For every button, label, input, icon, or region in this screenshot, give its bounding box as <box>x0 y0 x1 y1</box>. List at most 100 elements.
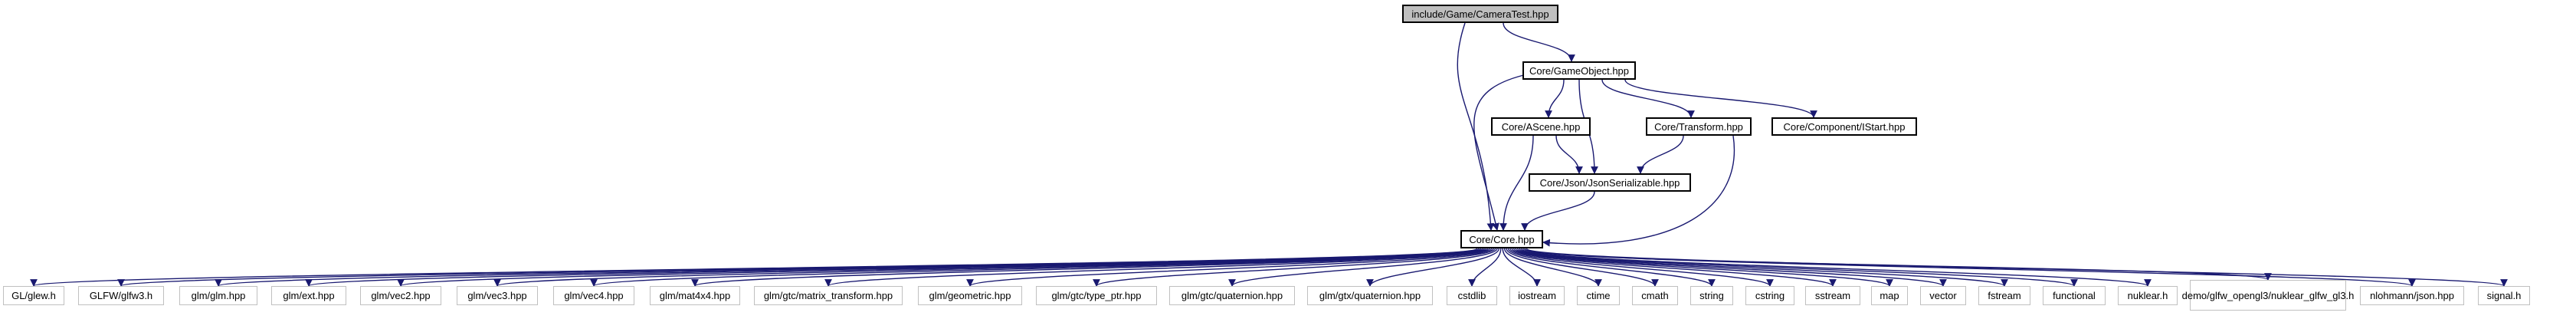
node-vec4-hpp: glm/vec4.hpp <box>553 286 634 305</box>
node-label: GL/glew.h <box>11 290 56 301</box>
edge-transform-to-core <box>1542 135 1735 247</box>
node-signal-h: signal.h <box>2478 286 2530 305</box>
node-label: glm/vec2.hpp <box>371 290 431 301</box>
node-label: nuklear.h <box>2127 290 2168 301</box>
node-label: iostream <box>1518 290 1556 301</box>
node-map: map <box>1871 286 1908 305</box>
node-label: cmath <box>1641 290 1669 301</box>
edge-ascene-to-jsonser <box>1555 135 1583 174</box>
node-core-hpp[interactable]: Core/Core.hpp <box>1460 230 1543 248</box>
edge-gameobject-to-istart <box>1624 79 1817 118</box>
node-label: glm/gtx/quaternion.hpp <box>1319 290 1421 301</box>
node-vec3-hpp: glm/vec3.hpp <box>457 286 538 305</box>
node-label: glm/gtc/type_ptr.hpp <box>1051 290 1142 301</box>
edge-core-to-include-27 <box>1526 248 2508 287</box>
node-label: glm/glm.hpp <box>191 290 246 301</box>
node-label: Core/Transform.hpp <box>1654 120 1743 133</box>
node-transform-hpp[interactable]: Core/Transform.hpp <box>1646 117 1752 136</box>
edge-gameobject-to-core <box>1473 73 1531 231</box>
edge-core-to-include-19 <box>1511 248 1837 287</box>
node-camera-test-hpp[interactable]: include/Game/CameraTest.hpp <box>1402 5 1558 23</box>
node-label: cstring <box>1755 290 1785 301</box>
edge-core-to-include-20 <box>1512 248 1893 287</box>
node-game-object-hpp[interactable]: Core/GameObject.hpp <box>1522 61 1636 80</box>
node-label: glm/vec3.hpp <box>467 290 527 301</box>
node-label: fstream <box>1988 290 2021 301</box>
node-label: Core/GameObject.hpp <box>1529 64 1630 77</box>
node-cstdlib: cstdlib <box>1447 286 1497 305</box>
edge-core-to-include-15 <box>1503 248 1602 287</box>
node-mat4x4-hpp: glm/mat4x4.hpp <box>650 286 740 305</box>
node-glm-hpp: glm/glm.hpp <box>179 286 257 305</box>
edge-gameobject-to-ascene <box>1545 79 1565 118</box>
node-label: cstdlib <box>1457 290 1486 301</box>
edge-core-to-include-10 <box>1093 248 1496 287</box>
node-label: GLFW/glfw3.h <box>89 290 153 301</box>
node-fstream: fstream <box>1978 286 2030 305</box>
node-glfw3-h: GLFW/glfw3.h <box>78 286 164 305</box>
node-label: Core/Json/JsonSerializable.hpp <box>1539 176 1680 189</box>
node-label: glm/ext.hpp <box>283 290 335 301</box>
node-label: glm/gtc/quaternion.hpp <box>1181 290 1283 301</box>
node-label: glm/vec4.hpp <box>564 290 624 301</box>
edge-core-to-include-26 <box>1524 248 2416 287</box>
edge-core-to-include-6 <box>590 248 1489 287</box>
edge-core-to-include-8 <box>824 248 1493 287</box>
node-json-serializable-hpp[interactable]: Core/Json/JsonSerializable.hpp <box>1529 173 1691 192</box>
edge-core-to-include-18 <box>1509 248 1774 287</box>
node-label: sstream <box>1814 290 1851 301</box>
node-geometric-hpp: glm/geometric.hpp <box>918 286 1022 305</box>
node-matrix-transform-hpp: glm/gtc/matrix_transform.hpp <box>754 286 903 305</box>
node-iostream: iostream <box>1509 286 1565 305</box>
node-label: include/Game/CameraTest.hpp <box>1411 8 1549 20</box>
edge-transform-to-jsonser <box>1637 135 1684 174</box>
node-gtc-quaternion-hpp: glm/gtc/quaternion.hpp <box>1169 286 1295 305</box>
node-glew-h: GL/glew.h <box>3 286 64 305</box>
node-label: glm/mat4x4.hpp <box>659 290 731 301</box>
edge-core-to-include-22 <box>1516 248 2008 287</box>
edge-ascene-to-core <box>1499 135 1534 231</box>
node-functional: functional <box>2043 286 2106 305</box>
node-label: glm/gtc/matrix_transform.hpp <box>763 290 893 301</box>
edge-core-to-include-12 <box>1366 248 1500 287</box>
node-cmath: cmath <box>1632 286 1678 305</box>
edge-core-to-include-9 <box>966 248 1494 287</box>
edge-root-to-gameobject <box>1503 22 1575 62</box>
node-vec2-hpp: glm/vec2.hpp <box>360 286 441 305</box>
edge-core-to-include-7 <box>691 248 1491 287</box>
node-label: string <box>1699 290 1724 301</box>
node-label: Core/Core.hpp <box>1469 233 1535 245</box>
node-istart-hpp[interactable]: Core/Component/IStart.hpp <box>1771 117 1917 136</box>
edge-jsonser-to-core <box>1521 191 1595 231</box>
node-ext-hpp: glm/ext.hpp <box>271 286 346 305</box>
node-type-ptr-hpp: glm/gtc/type_ptr.hpp <box>1036 286 1157 305</box>
edge-core-to-include-21 <box>1515 248 1947 287</box>
edge-core-to-include-16 <box>1506 248 1659 287</box>
node-label: map <box>1880 290 1899 301</box>
edge-core-to-include-14 <box>1502 248 1541 287</box>
node-label: ctime <box>1586 290 1611 301</box>
node-string: string <box>1690 286 1733 305</box>
node-gtx-quaternion-hpp: glm/gtx/quaternion.hpp <box>1307 286 1433 305</box>
node-label: demo/glfw_opengl3/nuklear_glfw_gl3.h <box>2181 289 2355 301</box>
edge-core-to-include-13 <box>1468 248 1502 287</box>
node-ascene-hpp[interactable]: Core/AScene.hpp <box>1491 117 1591 136</box>
node-label: signal.h <box>2486 290 2522 301</box>
node-sstream: sstream <box>1805 286 1860 305</box>
node-label: functional <box>2053 290 2096 301</box>
node-label: Core/Component/IStart.hpp <box>1783 120 1906 133</box>
node-cstring: cstring <box>1745 286 1794 305</box>
node-label: glm/geometric.hpp <box>929 290 1011 301</box>
edge-core-to-include-24 <box>1520 248 2152 287</box>
node-label: nlohmann/json.hpp <box>2370 290 2454 301</box>
edge-core-to-include-17 <box>1507 248 1716 287</box>
node-nuklear-h: nuklear.h <box>2118 286 2178 305</box>
edge-core-to-include-23 <box>1519 248 2078 287</box>
node-ctime: ctime <box>1577 286 1620 305</box>
edge-core-to-include-11 <box>1228 248 1498 287</box>
node-json-hpp: nlohmann/json.hpp <box>2360 286 2464 305</box>
node-label: Core/AScene.hpp <box>1501 120 1581 133</box>
edge-gameobject-to-transform <box>1601 79 1695 118</box>
